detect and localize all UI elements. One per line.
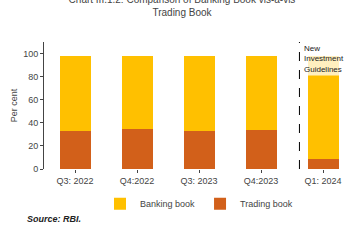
svg-text:40: 40 — [28, 118, 38, 128]
svg-text:Q4:2023: Q4:2023 — [244, 176, 279, 186]
svg-text:Q3: 2022: Q3: 2022 — [56, 176, 93, 186]
svg-text:20: 20 — [28, 141, 38, 151]
svg-text:Q1: 2024: Q1: 2024 — [304, 176, 341, 186]
svg-text:Q3: 2023: Q3: 2023 — [180, 176, 217, 186]
svg-text:Trading book: Trading book — [240, 199, 293, 209]
svg-text:NewInvestmentGuidelines: NewInvestmentGuidelines — [304, 44, 344, 74]
svg-text:Q4:2022: Q4:2022 — [120, 176, 155, 186]
svg-text:60: 60 — [28, 95, 38, 105]
svg-text:0: 0 — [33, 164, 38, 174]
svg-text:Chart III.1.2: Comparison of B: Chart III.1.2: Comparison of Banking Boo… — [69, 0, 296, 18]
svg-text:Banking book: Banking book — [140, 199, 195, 209]
svg-text:100: 100 — [23, 49, 38, 59]
svg-text:80: 80 — [28, 72, 38, 82]
svg-text:Per cent: Per cent — [9, 88, 19, 122]
svg-text:Source: RBI.: Source: RBI. — [27, 214, 81, 224]
